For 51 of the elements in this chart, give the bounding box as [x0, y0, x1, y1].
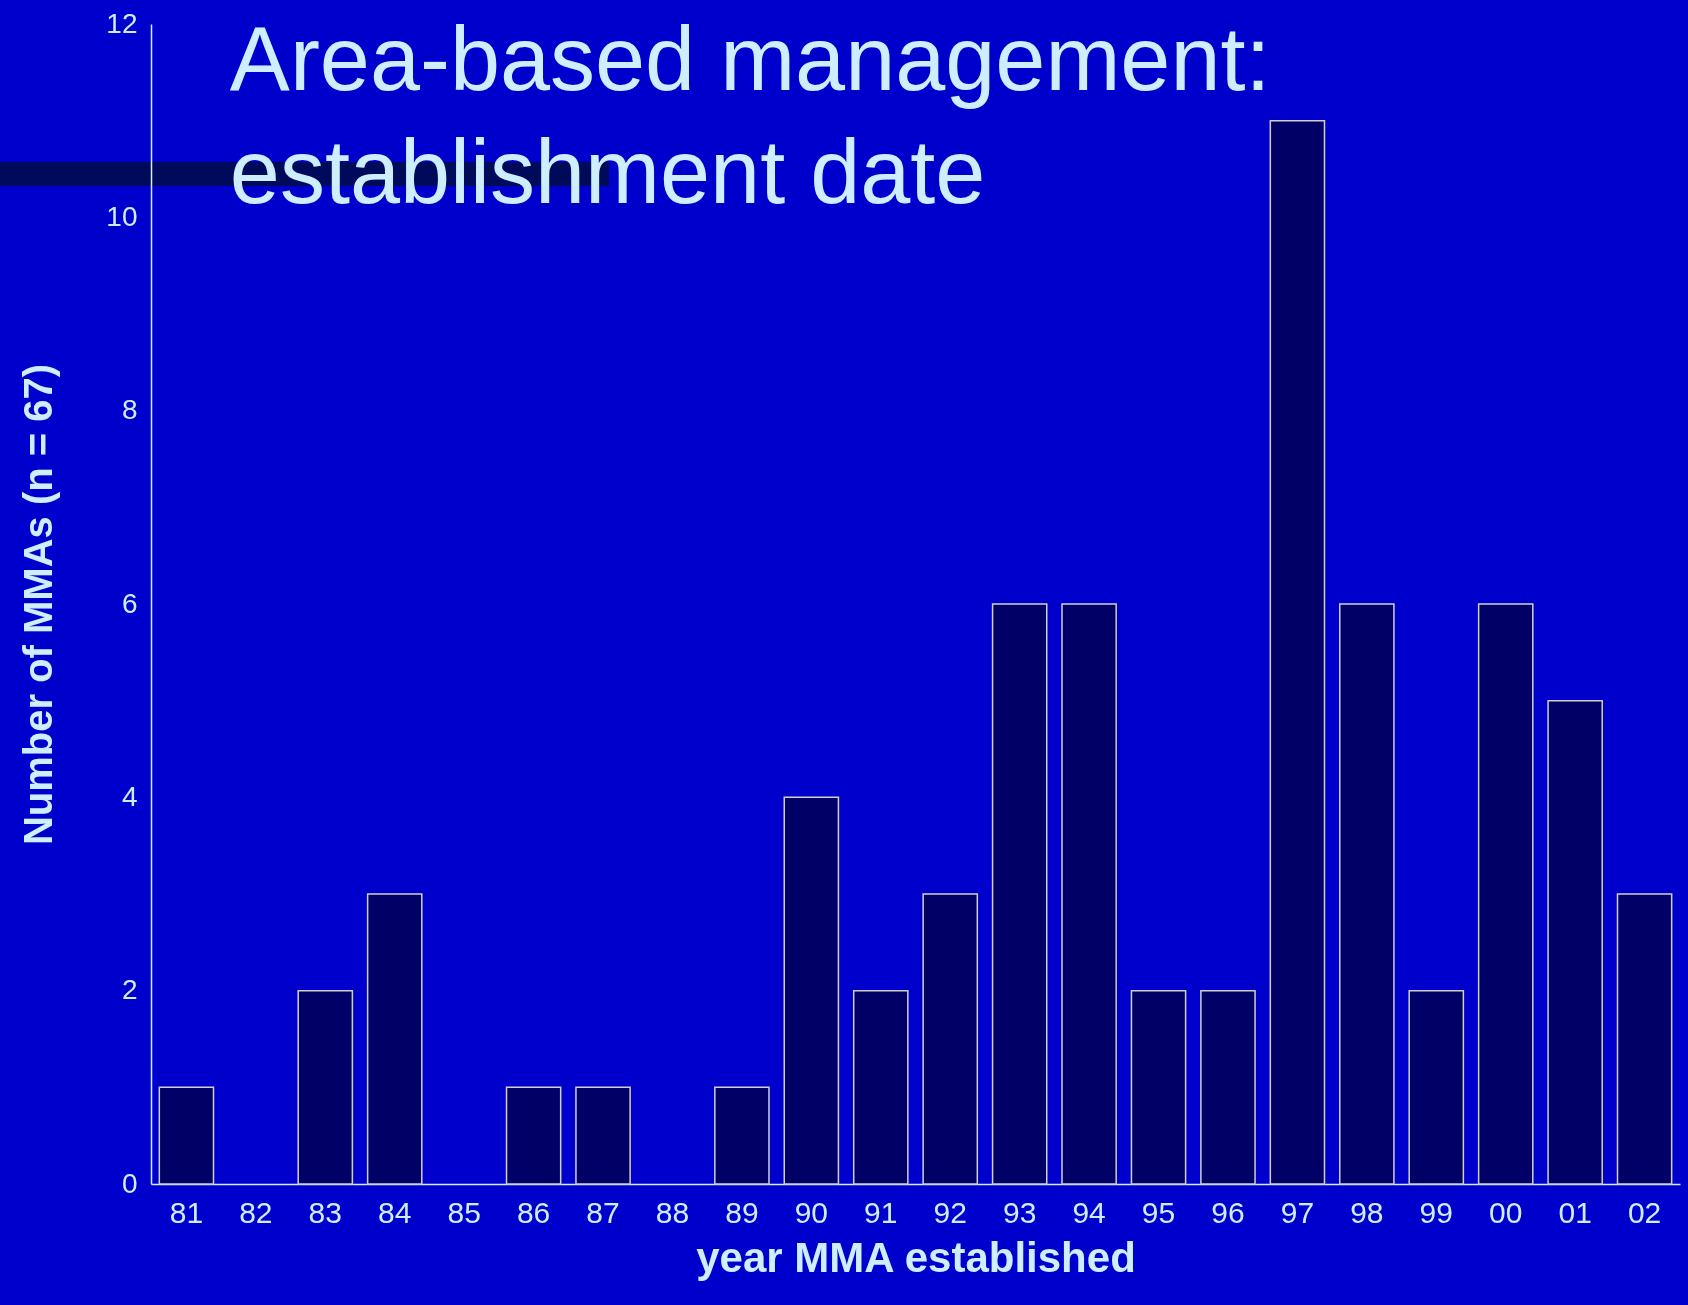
x-tick-label: 93	[1002, 1195, 1037, 1229]
x-tick-label: 02	[1627, 1195, 1662, 1229]
bar	[714, 1086, 770, 1185]
x-tick-label: 87	[586, 1195, 620, 1229]
text: Area-based management: establishment date	[229, 9, 1271, 222]
y-tick-label: 2	[121, 974, 138, 1006]
bar	[1547, 699, 1603, 1185]
bar	[852, 989, 909, 1185]
y-tick-label: 12	[106, 7, 138, 39]
x-tick-label: 91	[864, 1195, 898, 1229]
x-tick-label: 89	[725, 1195, 759, 1229]
x-tick-label: 95	[1141, 1195, 1176, 1229]
y-tick-label: 6	[121, 587, 138, 619]
x-tick-label: 88	[655, 1195, 690, 1229]
x-tick-label: 96	[1211, 1195, 1245, 1229]
x-tick-label: 97	[1280, 1195, 1315, 1229]
bar	[1339, 603, 1395, 1185]
bar	[783, 796, 840, 1185]
bar	[575, 1086, 631, 1185]
bar	[505, 1086, 562, 1185]
x-tick-label: 00	[1489, 1195, 1523, 1229]
bar	[1061, 603, 1117, 1185]
x-tick-label: 01	[1558, 1195, 1592, 1229]
y-tick-label: 8	[121, 394, 138, 426]
x-tick-label: 99	[1419, 1195, 1453, 1229]
y-axis-title: Number of MMAs (n = 67)	[16, 363, 61, 846]
bar	[1477, 603, 1534, 1185]
bar	[366, 893, 423, 1185]
bar	[1130, 989, 1187, 1185]
bar	[297, 989, 354, 1185]
bar	[991, 603, 1048, 1185]
x-tick-label: 82	[239, 1195, 273, 1229]
x-tick-label: 98	[1350, 1195, 1384, 1229]
x-tick-label: 92	[933, 1195, 967, 1229]
bar	[1408, 989, 1465, 1185]
x-axis-title: year MMA established	[696, 1233, 1136, 1281]
bar	[158, 1086, 215, 1185]
x-tick-label: 83	[308, 1195, 342, 1229]
bar	[1616, 893, 1673, 1185]
bar	[1269, 119, 1326, 1185]
x-tick-label: 84	[378, 1195, 412, 1229]
x-tick-label: 90	[794, 1195, 829, 1229]
x-tick-label: 86	[516, 1195, 551, 1229]
x-tick-label: 94	[1072, 1195, 1106, 1229]
bar	[922, 893, 979, 1185]
y-tick-label: 10	[106, 200, 138, 232]
y-tick-label: 4	[121, 780, 138, 812]
x-tick-label: 81	[169, 1195, 204, 1229]
y-tick-label: 0	[121, 1167, 138, 1199]
x-tick-label: 85	[447, 1195, 481, 1229]
bar	[1200, 989, 1256, 1185]
